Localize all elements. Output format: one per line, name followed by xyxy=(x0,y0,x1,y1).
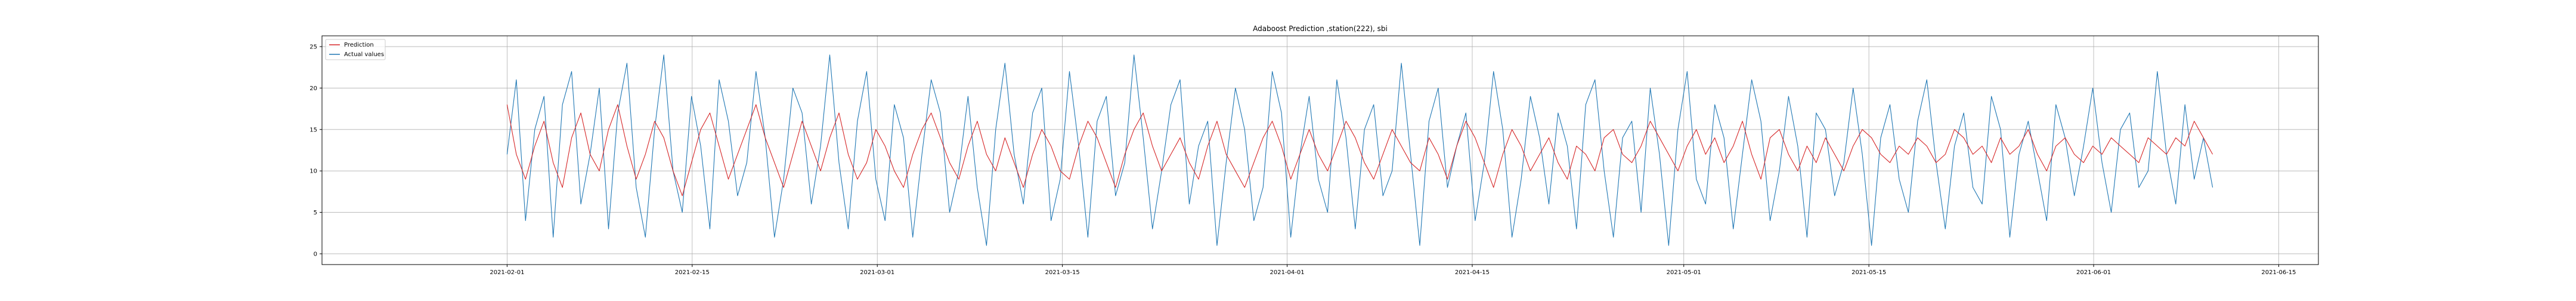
legend-box xyxy=(325,39,386,60)
x-tick-label: 2021-04-15 xyxy=(1455,269,1490,276)
x-tick-label: 2021-04-01 xyxy=(1270,269,1305,276)
grid-lines xyxy=(322,36,2318,265)
y-tick-label: 25 xyxy=(309,44,317,51)
legend-label-prediction: Prediction xyxy=(344,42,374,48)
x-tick-label: 2021-06-15 xyxy=(2261,269,2296,276)
x-axis: 2021-02-01 2021-02-15 2021-03-01 2021-03-15… xyxy=(490,265,2296,276)
x-tick-label: 2021-05-15 xyxy=(1852,269,1886,276)
x-tick-label: 2021-06-01 xyxy=(2076,269,2111,276)
x-tick-label: 2021-03-01 xyxy=(860,269,894,276)
y-axis: 0 5 10 15 20 25 xyxy=(309,44,322,257)
y-tick-label: 5 xyxy=(314,210,317,216)
legend: Prediction Actual values xyxy=(325,39,386,60)
chart-title: Adaboost Prediction ,station(222), sbi xyxy=(1253,24,1388,33)
series-layer xyxy=(506,54,2213,246)
x-tick-label: 2021-02-01 xyxy=(490,269,524,276)
y-tick-label: 15 xyxy=(309,127,317,133)
x-tick-label: 2021-05-01 xyxy=(1667,269,1701,276)
y-tick-label: 20 xyxy=(309,85,317,92)
series-line-actual-values xyxy=(506,54,2213,246)
y-tick-label: 10 xyxy=(309,168,317,175)
series-line-prediction xyxy=(506,104,2213,196)
x-tick-label: 2021-02-15 xyxy=(675,269,710,276)
plot-area-frame xyxy=(321,35,2319,265)
legend-label-actual-values: Actual values xyxy=(344,51,384,58)
x-tick-label: 2021-03-15 xyxy=(1045,269,1080,276)
y-tick-label: 0 xyxy=(314,251,317,257)
